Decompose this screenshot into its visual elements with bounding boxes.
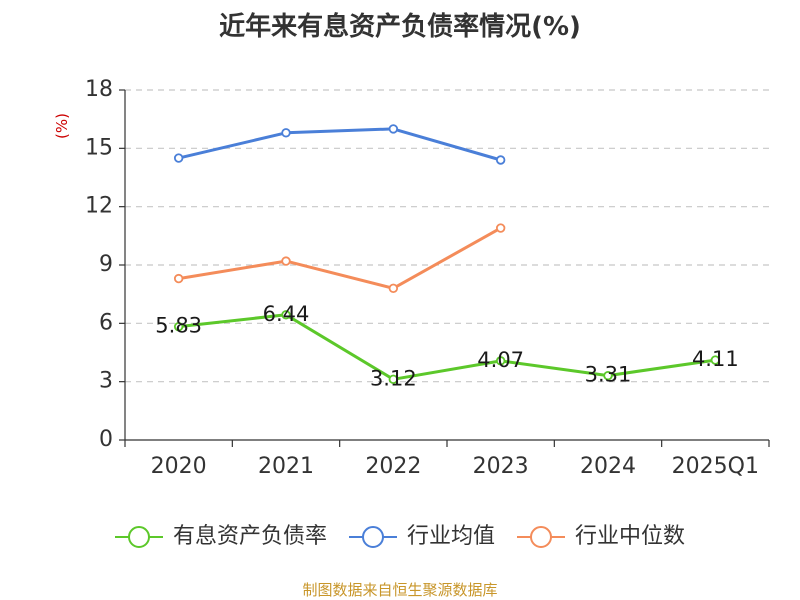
- y-tick-label: 3: [99, 369, 113, 394]
- data-point: [388, 124, 399, 134]
- data-point: [173, 321, 184, 332]
- chart-title: 近年来有息资产负债率情况(%): [219, 12, 581, 42]
- series-line-0: [177, 313, 717, 381]
- data-point: [603, 370, 613, 381]
- data-label: 5.83: [155, 314, 202, 338]
- legend-item-1: 行业均值: [349, 524, 495, 549]
- y-tick-label: 6: [99, 310, 113, 335]
- data-point: [281, 310, 291, 320]
- data-label: 4.11: [692, 347, 739, 371]
- legend-label: 行业中位数: [575, 524, 685, 549]
- y-tick-label: 18: [85, 77, 113, 102]
- x-tick-label: 2024: [580, 454, 636, 479]
- data-point: [173, 153, 184, 163]
- legend-marker: [530, 526, 552, 548]
- x-tick-label: 2023: [473, 454, 529, 479]
- legend-item-2: 行业中位数: [517, 524, 685, 549]
- source-note: 制图数据来自恒生聚源数据库: [302, 581, 498, 599]
- data-point: [281, 256, 291, 266]
- x-tick-label: 2025Q1: [672, 454, 759, 479]
- x-tick-label: 2022: [365, 454, 421, 479]
- legend-label: 有息资产负债率: [173, 524, 327, 549]
- y-tick-label: 15: [85, 135, 113, 160]
- data-point: [495, 223, 506, 233]
- data-point: [388, 283, 399, 294]
- series-line-1: [177, 127, 503, 162]
- data-point: [495, 155, 506, 165]
- y-tick-label: 9: [99, 252, 113, 277]
- x-tick-label: 2021: [258, 454, 314, 479]
- x-tick-label: 2020: [151, 454, 207, 479]
- series-line-2: [177, 226, 503, 290]
- legend-item-0: 有息资产负债率: [115, 524, 327, 549]
- y-tick-label: 12: [85, 194, 113, 219]
- data-point: [495, 356, 506, 366]
- data-point: [388, 374, 399, 385]
- legend-label: 行业均值: [407, 524, 495, 549]
- data-label: 3.12: [370, 366, 417, 390]
- data-label: 3.31: [585, 363, 632, 387]
- legend-marker: [362, 526, 384, 548]
- y-tick-label: 0: [99, 427, 113, 452]
- data-label: 6.44: [263, 302, 310, 326]
- data-point: [281, 128, 291, 138]
- legend-marker: [128, 526, 150, 548]
- data-point: [173, 273, 184, 284]
- data-point: [710, 355, 721, 365]
- data-label: 4.07: [477, 348, 524, 372]
